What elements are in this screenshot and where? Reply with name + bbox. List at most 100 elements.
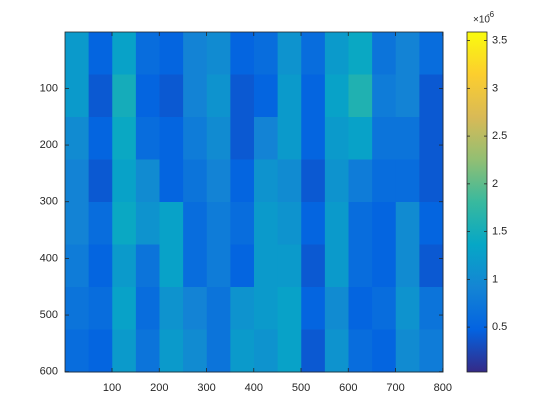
heatmap-cell <box>395 244 420 288</box>
heatmap-cell <box>65 244 90 288</box>
heatmap-cell <box>395 159 420 203</box>
heatmap-cell <box>135 202 160 245</box>
heatmap-cell <box>65 32 90 75</box>
heatmap-cell <box>348 32 373 75</box>
y-tick-label: 200 <box>40 139 58 151</box>
heatmap-cell <box>135 117 160 160</box>
heatmap-cell <box>324 244 349 288</box>
heatmap-cell <box>183 244 208 288</box>
heatmap-cell <box>206 159 231 203</box>
heatmap-cell <box>206 329 231 373</box>
heatmap-cell <box>65 74 90 118</box>
colorbar-exponent-base: ×10 <box>473 15 490 26</box>
heatmap-cell <box>277 117 302 160</box>
heatmap-cell <box>112 159 137 203</box>
heatmap-cell <box>88 329 113 373</box>
heatmap-cell <box>88 74 113 118</box>
colorbar-tick-label: 2.5 <box>492 130 507 142</box>
heatmap-cell <box>88 117 113 160</box>
y-tick-label: 100 <box>40 82 58 94</box>
heatmap-cell <box>301 329 326 373</box>
heatmap-cell <box>230 287 255 330</box>
heatmap-cell <box>159 202 184 245</box>
heatmap-cell <box>419 244 444 288</box>
heatmap-cell <box>324 74 349 118</box>
heatmap-cell <box>230 244 255 288</box>
heatmap-cell <box>112 244 137 288</box>
heatmap-cell <box>419 32 444 75</box>
heatmap-cell <box>183 159 208 203</box>
heatmap-cell <box>372 159 397 203</box>
colorbar-tick-label: 1.5 <box>492 226 507 238</box>
heatmap-cell <box>348 74 373 118</box>
heatmap-cell <box>277 159 302 203</box>
heatmap-cell <box>254 159 279 203</box>
heatmap-cell <box>254 202 279 245</box>
heatmap-cell <box>135 244 160 288</box>
heatmap-cell <box>206 287 231 330</box>
heatmap-cell <box>183 32 208 75</box>
x-tick-label: 600 <box>339 382 357 394</box>
heatmap-cell <box>395 117 420 160</box>
heatmap-cell <box>348 287 373 330</box>
heatmap-cell <box>324 287 349 330</box>
heatmap-cell <box>183 74 208 118</box>
heatmap-cell <box>372 202 397 245</box>
heatmap-cell <box>277 202 302 245</box>
heatmap-cell <box>88 32 113 75</box>
heatmap-cell <box>159 159 184 203</box>
heatmap-cell <box>135 159 160 203</box>
heatmap-cell <box>230 159 255 203</box>
heatmap-cell <box>348 329 373 373</box>
heatmap-cell <box>277 74 302 118</box>
colorbar-tick-label: 1 <box>492 273 498 285</box>
colorbar-frame <box>466 31 488 373</box>
heatmap-cell <box>301 244 326 288</box>
heatmap-cell <box>112 329 137 373</box>
heatmap-cell <box>419 74 444 118</box>
heatmap-cell <box>206 117 231 160</box>
heatmap-cell <box>372 74 397 118</box>
heatmap-cell <box>277 244 302 288</box>
heatmap-cell <box>419 329 444 373</box>
colorbar <box>467 32 487 372</box>
heatmap-cell <box>230 32 255 75</box>
heatmap-cell <box>348 244 373 288</box>
heatmap-cell <box>65 159 90 203</box>
heatmap-cell <box>277 287 302 330</box>
heatmap-cell <box>254 287 279 330</box>
heatmap-cell <box>112 117 137 160</box>
heatmap-cell <box>419 117 444 160</box>
heatmap-cell <box>277 32 302 75</box>
heatmap-cell <box>372 329 397 373</box>
heatmap-cell <box>159 329 184 373</box>
heatmap-cell <box>135 329 160 373</box>
heatmap-cell <box>159 287 184 330</box>
x-tick-label: 700 <box>386 382 404 394</box>
heatmap-cell <box>348 117 373 160</box>
heatmap-cell <box>88 244 113 288</box>
heatmap-cell <box>88 287 113 330</box>
heatmap-cell <box>159 117 184 160</box>
heatmap-cell <box>348 202 373 245</box>
heatmap-cell <box>254 117 279 160</box>
heatmap-cell <box>372 244 397 288</box>
heatmap-cell <box>324 202 349 245</box>
heatmap-cell <box>301 287 326 330</box>
heatmap-cell <box>254 74 279 118</box>
heatmap-cell <box>159 32 184 75</box>
y-tick-label: 500 <box>40 309 58 321</box>
colorbar-tick-label: 0.5 <box>492 321 507 333</box>
heatmap-cell <box>159 244 184 288</box>
y-tick-label: 300 <box>40 196 58 208</box>
y-tick-label: 600 <box>40 366 58 378</box>
colorbar-tick-label: 2 <box>492 178 498 190</box>
heatmap-cell <box>301 32 326 75</box>
heatmap-cell <box>159 74 184 118</box>
heatmap-cell <box>395 329 420 373</box>
heatmap-cell <box>88 202 113 245</box>
heatmap-cell <box>348 159 373 203</box>
y-tick-label: 400 <box>40 252 58 264</box>
x-tick-label: 500 <box>292 382 310 394</box>
heatmap-cell <box>301 117 326 160</box>
